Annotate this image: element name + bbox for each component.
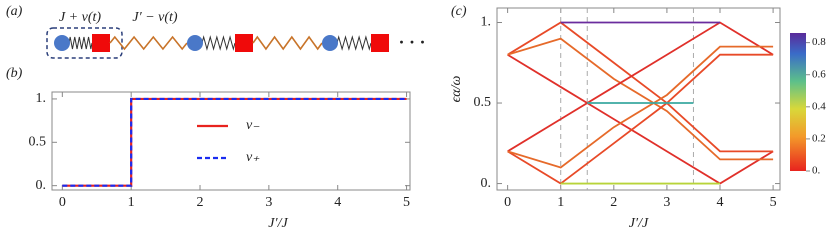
x-tick-label: 2 (610, 195, 617, 210)
site-a (54, 35, 70, 51)
data-line (507, 21, 774, 153)
legend-label: ν₋ (246, 118, 260, 133)
legend-label: ν₊ (246, 150, 260, 165)
x-tick-label: 5 (403, 195, 410, 210)
x-tick-label: 3 (265, 195, 272, 210)
y-tick-label: 0.5 (29, 135, 47, 150)
data-line (62, 97, 407, 187)
data-line (507, 21, 774, 153)
spring (201, 35, 236, 51)
spring (68, 36, 93, 50)
site-b (235, 34, 253, 52)
ellipsis: · · · (398, 32, 425, 52)
coupling-label: J + v(t) (59, 10, 101, 25)
y-tick-label: 1. (36, 91, 47, 106)
site-b (92, 34, 110, 52)
panel-label: (b) (6, 66, 23, 81)
y-tick-label: 0. (481, 176, 492, 191)
colorbar-tick-label: 0.6 (812, 68, 826, 80)
colorbar-tick-label: 0.4 (812, 100, 826, 112)
x-tick-label: 2 (197, 195, 204, 210)
chain (54, 34, 389, 52)
data-line (507, 53, 774, 185)
colorbar (790, 33, 806, 171)
data-line (62, 97, 407, 187)
colorbar-tick-label: 0.8 (812, 36, 826, 48)
x-axis-label: J′/J (268, 216, 288, 231)
x-tick-label: 3 (663, 195, 670, 210)
y-axis-label: ϵα/ω (449, 76, 464, 103)
x-tick-label: 4 (334, 195, 341, 210)
x-tick-label: 1 (128, 195, 135, 210)
plot-frame (51, 91, 411, 191)
panel-label: (a) (6, 4, 23, 19)
colorbar-tick-label: 0. (812, 165, 821, 177)
x-tick-label: 0 (504, 195, 511, 210)
spring (336, 35, 372, 51)
panel-label: (c) (451, 4, 467, 19)
site-a (322, 35, 338, 51)
spring (109, 35, 188, 51)
data-line (507, 53, 774, 185)
data-line (507, 37, 774, 161)
x-tick-label: 5 (770, 195, 777, 210)
x-tick-label: 0 (59, 195, 66, 210)
plot-frame (496, 7, 781, 191)
x-tick-label: 1 (557, 195, 564, 210)
site-b (371, 34, 389, 52)
x-axis-label: J′/J (629, 216, 649, 231)
x-tick-label: 4 (717, 195, 724, 210)
site-a (187, 35, 203, 51)
y-tick-label: 0.5 (474, 95, 492, 110)
y-tick-label: 0. (36, 178, 47, 193)
coupling-label: J′ − v(t) (132, 10, 177, 25)
data-line (507, 45, 774, 169)
colorbar-tick-label: 0.2 (812, 132, 826, 144)
y-tick-label: 1. (481, 15, 492, 30)
unit-cell-box (46, 27, 123, 59)
spring (252, 35, 323, 51)
